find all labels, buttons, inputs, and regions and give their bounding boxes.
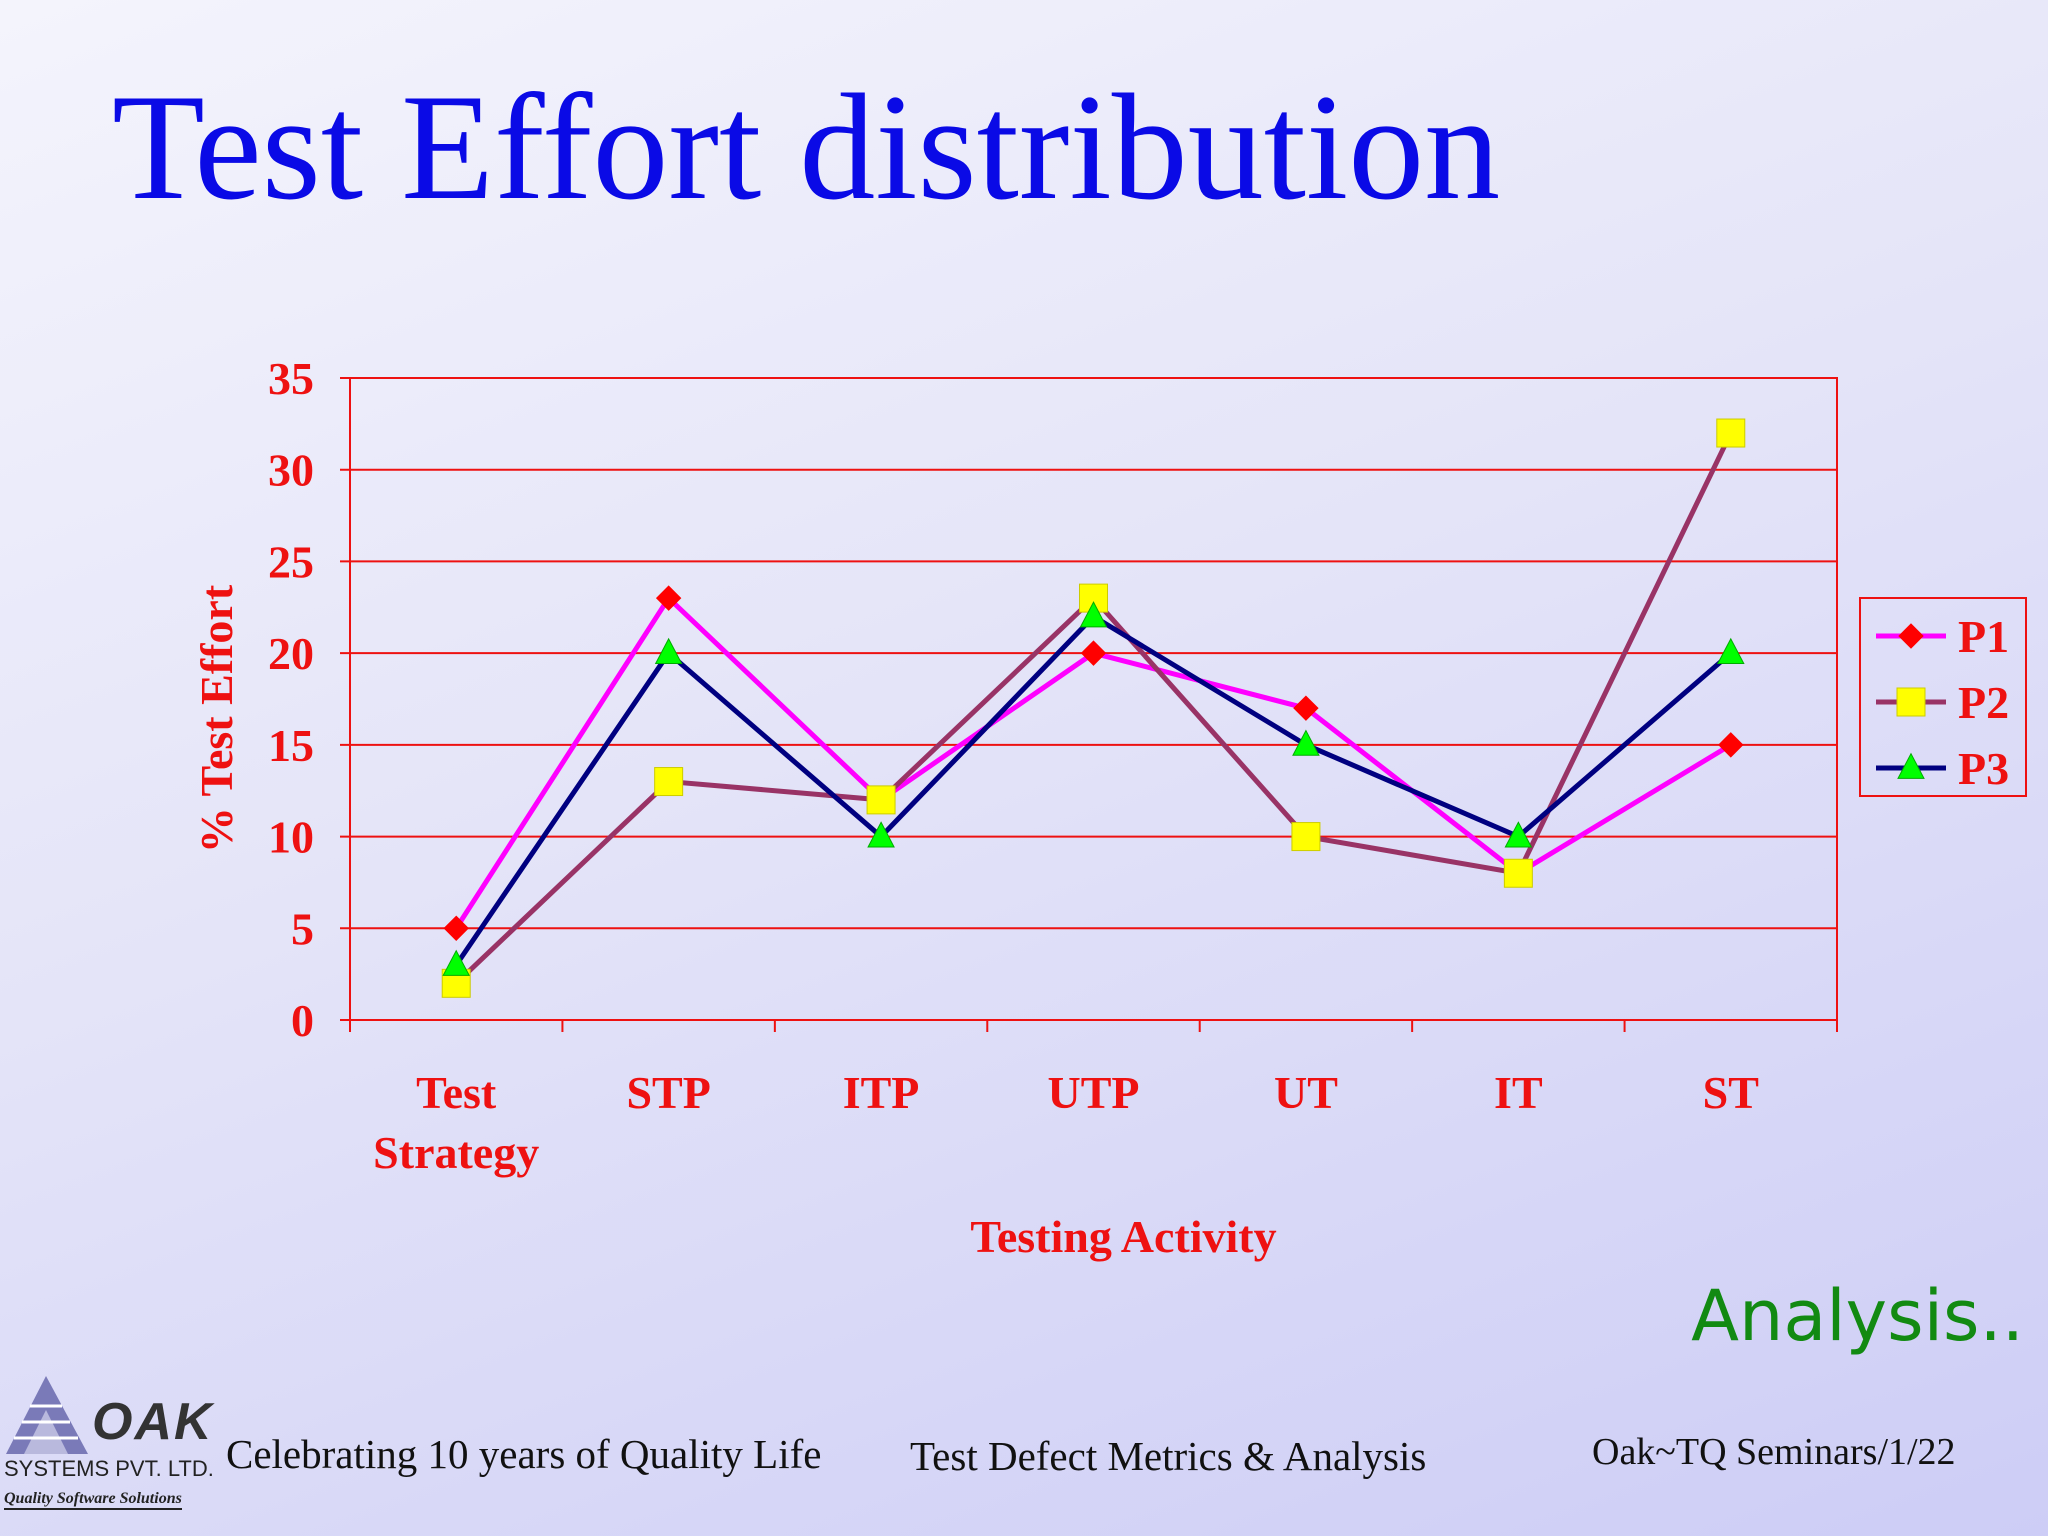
legend-marker-p3 bbox=[1897, 752, 1925, 779]
legend-label-p2: P2 bbox=[1958, 677, 2009, 728]
plot-area bbox=[349, 377, 1838, 1021]
y-tick-label: 5 bbox=[291, 903, 314, 954]
logo-mark-icon bbox=[6, 1376, 88, 1454]
y-tick-label: 0 bbox=[291, 995, 314, 1046]
data-point-p1 bbox=[1718, 732, 1744, 758]
data-point-p2 bbox=[866, 785, 896, 815]
y-tick-label: 35 bbox=[268, 353, 314, 404]
x-tick-label: STP bbox=[626, 1067, 710, 1118]
x-tick-label: Strategy bbox=[373, 1127, 539, 1178]
data-point-p3 bbox=[1079, 601, 1108, 628]
y-axis-label: % Test Effort bbox=[191, 584, 242, 853]
x-tick-label: IT bbox=[1494, 1067, 1543, 1118]
analysis-link[interactable]: Analysis.. bbox=[1691, 1275, 2024, 1357]
y-tick-label: 20 bbox=[268, 628, 314, 679]
data-point-p3 bbox=[1716, 637, 1745, 665]
y-tick-label: 25 bbox=[268, 536, 314, 587]
slide-title: Test Effort distribution bbox=[112, 63, 1501, 231]
data-point-p3 bbox=[442, 949, 471, 976]
data-point-p2 bbox=[1716, 418, 1746, 448]
company-logo: OAK SYSTEMS PVT. LTD. Quality Software S… bbox=[4, 1372, 214, 1520]
y-tick-label: 30 bbox=[268, 445, 314, 496]
legend-marker-p1 bbox=[1898, 623, 1924, 649]
data-point-p1 bbox=[1293, 695, 1319, 721]
data-point-p1 bbox=[443, 915, 469, 941]
x-tick-label: Test bbox=[416, 1067, 497, 1118]
data-point-p3 bbox=[654, 637, 683, 665]
footer-tagline: Celebrating 10 years of Quality Life bbox=[226, 1431, 822, 1477]
legend-box bbox=[1859, 597, 2027, 797]
footer-topic: Test Defect Metrics & Analysis bbox=[910, 1433, 1427, 1479]
x-tick-label: UTP bbox=[1048, 1067, 1140, 1118]
x-tick-label: UT bbox=[1274, 1067, 1338, 1118]
series-line-p2 bbox=[454, 431, 1734, 986]
series-line-p3 bbox=[454, 613, 1733, 967]
x-tick-label: ST bbox=[1703, 1067, 1759, 1118]
logo-tagline: Quality Software Solutions bbox=[4, 1490, 182, 1510]
logo-name: OAK bbox=[92, 1393, 214, 1451]
y-tick-label: 10 bbox=[268, 812, 314, 863]
data-point-p2 bbox=[1503, 858, 1533, 888]
data-point-p3 bbox=[1504, 821, 1533, 848]
legend-marker-p2 bbox=[1896, 687, 1926, 717]
data-point-p1 bbox=[655, 585, 682, 611]
y-tick-label: 15 bbox=[268, 720, 314, 771]
legend-label-p1: P1 bbox=[1958, 611, 2009, 662]
x-tick-label: ITP bbox=[843, 1067, 920, 1118]
data-point-p3 bbox=[867, 821, 895, 848]
data-point-p3 bbox=[1292, 729, 1320, 756]
data-point-p2 bbox=[654, 767, 684, 797]
legend-label-p3: P3 bbox=[1958, 743, 2009, 794]
data-point-p2 bbox=[1291, 822, 1321, 852]
x-axis-label: Testing Activity bbox=[970, 1211, 1276, 1262]
data-point-p1 bbox=[1080, 640, 1107, 666]
logo-company: SYSTEMS PVT. LTD. bbox=[4, 1456, 214, 1481]
footer-page: Oak~TQ Seminars/1/22 bbox=[1592, 1431, 1956, 1473]
